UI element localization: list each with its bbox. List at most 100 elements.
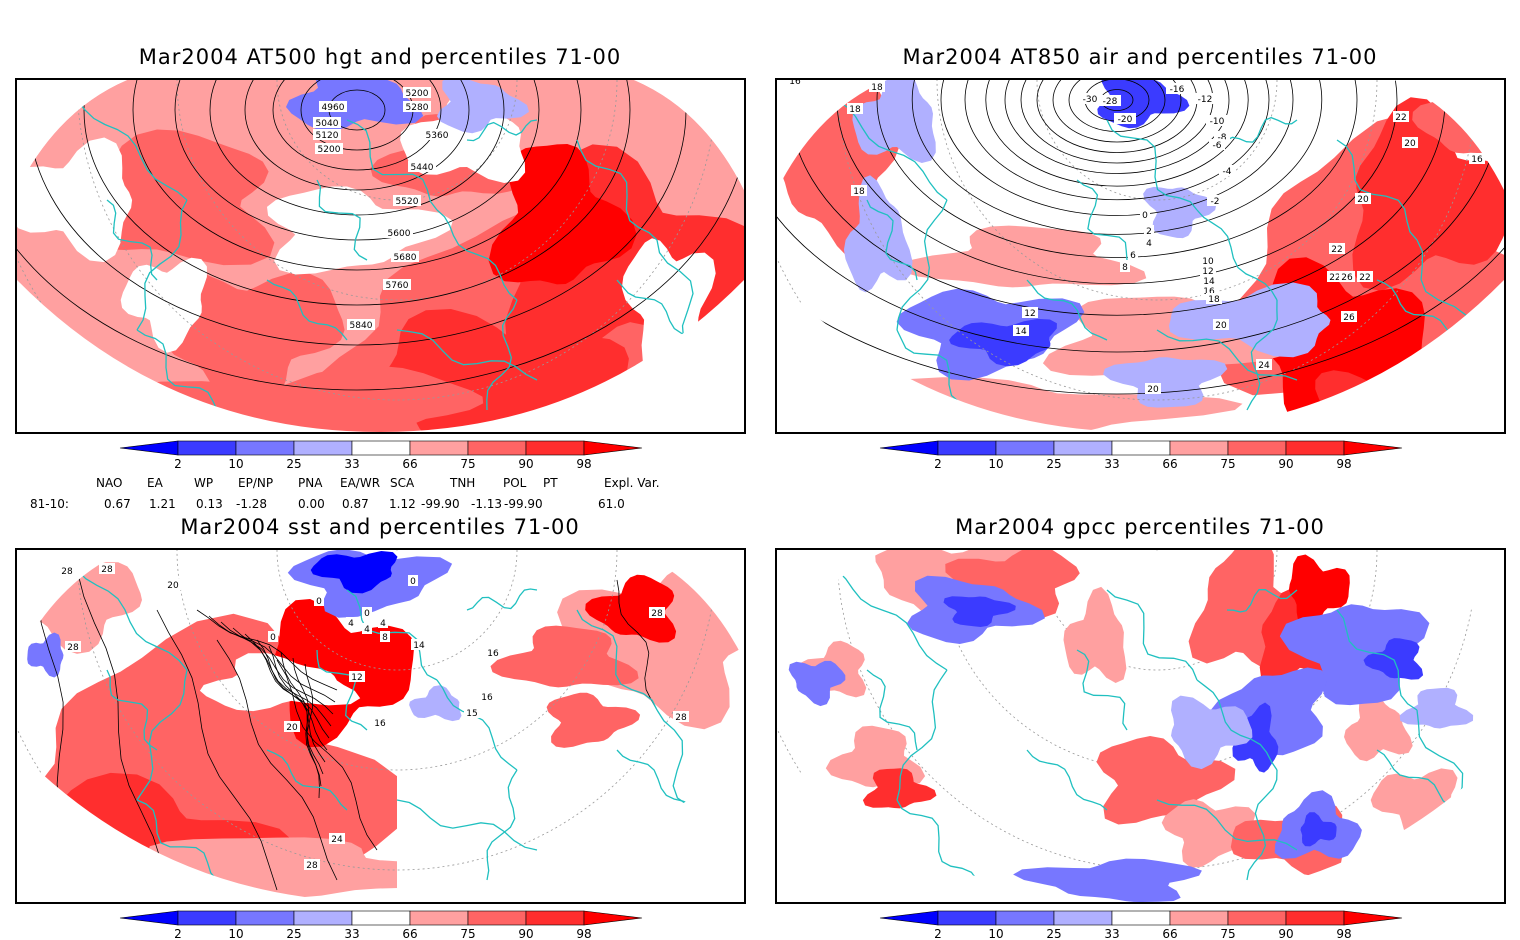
colorbar-segment — [1053, 910, 1113, 926]
colorbar-sst: 2 10 25 33 66 75 90 98 — [119, 910, 643, 940]
contour-label: -8 — [1218, 133, 1227, 143]
contour-line — [777, 247, 1504, 395]
contour-label-box — [787, 80, 803, 86]
contour-line — [220, 621, 334, 715]
contour-label-box — [165, 579, 181, 590]
contour-label: 18 — [871, 83, 883, 93]
contour-label: 4 — [380, 619, 386, 629]
dry-percentile-area — [1171, 695, 1253, 770]
coastline-segment — [76, 569, 188, 671]
contour-label: -16 — [1170, 85, 1185, 95]
coastline-segment — [136, 669, 188, 801]
contour-label: 24 — [1258, 361, 1270, 371]
coastline-segment — [466, 119, 538, 142]
colorbar-segment — [467, 440, 527, 456]
colorbar-segment — [1285, 440, 1345, 456]
map-hgt500: 4960 5040 5120 5200 5200 5280 5360 5440 5520 5600… — [15, 78, 746, 434]
contour-label-box — [1114, 113, 1136, 124]
contour-label-box — [313, 129, 341, 140]
colorbar-tick-label: 90 — [1278, 457, 1293, 470]
contour-label: 4 — [364, 625, 370, 635]
contour-label-box — [284, 721, 300, 732]
map-corner — [380, 280, 744, 432]
contour-label-box — [346, 617, 356, 628]
contour-label-box — [1194, 93, 1216, 104]
coastline-segment — [896, 199, 948, 331]
contour-label-box — [408, 161, 436, 172]
contour-label-box — [423, 129, 451, 140]
wet-percentile-area — [1344, 692, 1413, 762]
contour-label: 12 — [1202, 267, 1213, 277]
low-percentile-area — [409, 685, 462, 722]
map-gpcc — [775, 548, 1506, 904]
idx-value-pol: -1.13 — [471, 497, 503, 511]
colorbar-arrow-high — [583, 440, 643, 456]
contour-label-box — [391, 251, 419, 262]
contour-line — [196, 609, 338, 691]
coastline-segment — [1196, 679, 1278, 771]
contour-label-box — [362, 623, 372, 634]
contour-line — [76, 569, 168, 891]
coastline-segment — [136, 329, 218, 411]
contour-label: 5280 — [406, 103, 429, 113]
idx-header-wp: WP — [194, 476, 214, 490]
colorbar-tick-label: 33 — [344, 927, 359, 940]
contour-label: 6 — [1130, 251, 1136, 261]
contour-label-box — [1120, 261, 1130, 272]
contour-label: -12 — [1198, 95, 1213, 105]
contour-label-box — [1402, 137, 1418, 148]
percentile-area — [490, 625, 639, 688]
map-corner — [1140, 750, 1504, 902]
neutral-area — [199, 653, 361, 712]
contour-label-box — [403, 87, 431, 98]
colorbar-tick-label: 66 — [1162, 927, 1177, 940]
idx-header-nao: NAO — [96, 476, 123, 490]
contour-label: 20 — [286, 723, 298, 733]
colorbar-tick-label: 10 — [228, 927, 243, 940]
contour-label: 0 — [364, 609, 370, 619]
idx-value-sca: 1.12 — [389, 497, 416, 511]
contour-label: 20 — [167, 581, 179, 591]
coastline-segment — [436, 209, 518, 301]
coastline-segment — [1026, 749, 1108, 811]
dry-percentile-area — [943, 596, 1016, 627]
colorbar-hgt500: 2 10 25 33 66 75 90 98 — [119, 440, 643, 470]
contour-label: 0 — [1142, 211, 1148, 221]
colorbar-tick-label: 10 — [988, 457, 1003, 470]
colorbar-arrow-low — [879, 440, 939, 456]
colorbar-tick-label: 25 — [1046, 927, 1061, 940]
neutral-area — [17, 137, 133, 263]
idx-value-tnh: -99.90 — [421, 497, 460, 511]
contour-label-box — [1200, 255, 1216, 266]
contour-label-box — [1145, 383, 1161, 394]
idx-value-ea: 1.21 — [149, 497, 176, 511]
colorbar-segment — [1111, 440, 1171, 456]
contour-label-box — [1357, 271, 1373, 282]
percentile-area — [488, 144, 637, 285]
coastline-segment — [486, 299, 518, 411]
contour-line — [244, 633, 330, 739]
coastline-segment — [106, 669, 158, 751]
map-graticule — [777, 80, 1504, 432]
idx-value-epnp: -1.28 — [236, 497, 268, 511]
map-corner — [1394, 550, 1504, 660]
contour-line — [964, 80, 1270, 201]
coastlines — [836, 569, 1478, 881]
contour-label-box — [1219, 165, 1235, 176]
idx-value-pt: -99.90 — [504, 497, 543, 511]
colorbar-segment — [351, 910, 411, 926]
percentile-area — [585, 574, 677, 643]
contour-label: 5840 — [350, 321, 373, 331]
colorbar-arrow-high — [1343, 440, 1403, 456]
contour-label-box — [1213, 319, 1229, 330]
contour-label: 16 — [789, 80, 801, 87]
coastline-segment — [1376, 749, 1458, 811]
coastline-segment — [1336, 139, 1418, 241]
colorbar-tick-label: 25 — [286, 457, 301, 470]
colorbar-air850: 2 10 25 33 66 75 90 98 — [879, 440, 1403, 470]
neutral-area — [621, 238, 716, 376]
dry-percentile-area — [1013, 858, 1202, 902]
contour-label: 15 — [466, 709, 477, 719]
coastline-segment — [616, 749, 698, 811]
coastline-segment — [896, 799, 978, 881]
